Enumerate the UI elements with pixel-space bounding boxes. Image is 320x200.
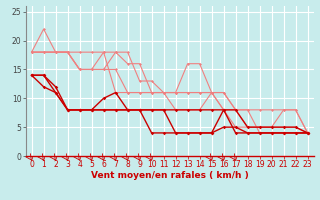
X-axis label: Vent moyen/en rafales ( km/h ): Vent moyen/en rafales ( km/h ) <box>91 171 248 180</box>
